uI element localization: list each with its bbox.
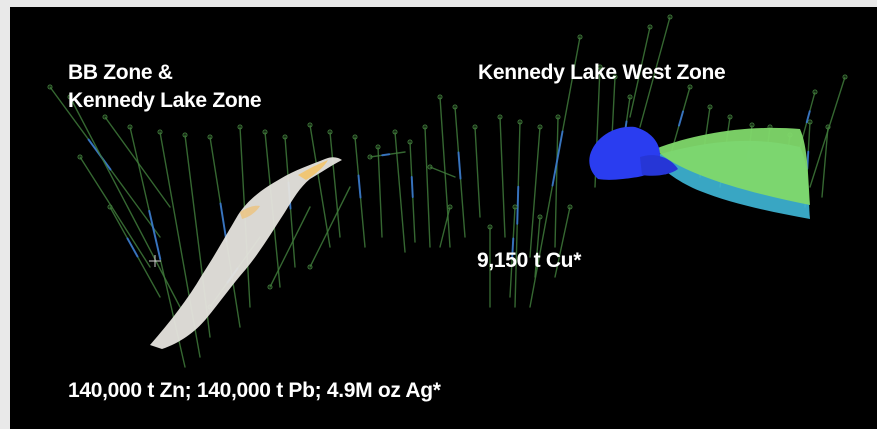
drill-hole-collar xyxy=(207,134,213,140)
drill-hole-trace xyxy=(424,126,431,248)
drill-hole-collar xyxy=(577,34,583,40)
drill-hole-collar xyxy=(327,129,333,135)
drill-hole-collar xyxy=(375,144,381,150)
drill-hole-trace xyxy=(309,124,331,248)
drill-hole-trace xyxy=(309,186,351,268)
drill-hole-assay-interval xyxy=(678,110,684,127)
drill-hole-collar xyxy=(47,84,53,90)
drill-hole-collar xyxy=(517,119,523,125)
drill-hole-trace xyxy=(499,116,506,238)
drill-hole-collar xyxy=(282,134,288,140)
drill-hole-collar xyxy=(392,129,398,135)
drill-hole-assay-interval xyxy=(381,153,391,157)
drill-hole-collar xyxy=(472,124,478,130)
drill-hole-collar xyxy=(555,114,561,120)
drill-hole-trace xyxy=(821,126,829,198)
drill-hole-collar xyxy=(647,24,653,30)
drill-hole-collar xyxy=(67,94,73,100)
drill-hole-trace xyxy=(529,126,541,258)
drill-hole-trace xyxy=(329,131,341,238)
drill-hole-assay-interval xyxy=(516,185,520,225)
drill-hole-collar xyxy=(667,14,673,20)
drill-hole-trace xyxy=(629,26,651,118)
drill-hole-collar xyxy=(597,64,603,70)
drill-hole-trace xyxy=(474,126,481,218)
drill-hole-assay-interval xyxy=(126,237,139,258)
3d-model-view: BB Zone & Kennedy Lake Zone Kennedy Lake… xyxy=(10,7,877,429)
drill-hole-trace xyxy=(534,216,541,278)
drill-hole-collar xyxy=(157,129,163,135)
drill-hole-trace xyxy=(439,96,451,248)
drill-hole-collar xyxy=(567,204,573,210)
zinc-lead-silver-resource-label: 140,000 t Zn; 140,000 t Pb; 4.9M oz Ag* xyxy=(68,379,441,402)
drill-hole-collar xyxy=(262,129,268,135)
drill-hole-assay-interval xyxy=(511,237,515,258)
drill-hole-assay-interval xyxy=(551,130,564,187)
drill-hole-collar xyxy=(77,154,83,160)
drill-hole-collar xyxy=(727,114,733,120)
crosshair-marker xyxy=(149,255,161,267)
drill-hole-assay-interval xyxy=(219,202,228,243)
drill-hole-collar xyxy=(812,89,818,95)
drill-hole-trace xyxy=(394,131,406,253)
drill-hole-trace xyxy=(809,76,846,188)
drill-hole-trace xyxy=(439,206,451,248)
drill-hole-collar xyxy=(537,214,543,220)
drill-hole-collar xyxy=(807,119,813,125)
drill-hole-assay-interval xyxy=(410,176,414,198)
west-zone-label: Kennedy Lake West Zone xyxy=(478,61,726,84)
drill-hole-collar xyxy=(612,74,618,80)
drill-hole-collar xyxy=(352,134,358,140)
drill-hole-trace xyxy=(79,156,151,268)
drill-hole-collar xyxy=(127,124,133,130)
drill-hole-collar xyxy=(407,139,413,145)
model-scene xyxy=(47,14,848,368)
drill-hole-collar xyxy=(842,74,848,80)
drill-hole-trace xyxy=(639,16,671,128)
drill-hole-assay-interval xyxy=(148,210,162,260)
bb-zone-label-line2: Kennedy Lake Zone xyxy=(68,89,262,112)
drill-hole-assay-interval xyxy=(805,110,811,124)
drill-hole-collar xyxy=(512,204,518,210)
drill-hole-assay-interval xyxy=(457,151,462,180)
drill-hole-trace xyxy=(554,206,571,278)
drill-hole-assay-interval xyxy=(357,174,362,199)
drill-hole-trace xyxy=(269,206,311,288)
drill-hole-collar xyxy=(182,132,188,138)
drill-hole-collar xyxy=(422,124,428,130)
drill-hole-collar xyxy=(687,84,693,90)
drill-hole-collar xyxy=(749,122,755,128)
copper-resource-label: 9,150 t Cu* xyxy=(477,249,582,272)
drill-hole-collar xyxy=(307,264,313,270)
drill-hole-collar xyxy=(102,114,108,120)
drill-hole-collar xyxy=(367,154,373,160)
bb-zone-orebody xyxy=(150,157,342,349)
bb-zone-label-line1: BB Zone & xyxy=(68,61,173,84)
drill-hole-collar xyxy=(267,284,273,290)
drill-hole-trace xyxy=(377,146,383,238)
drill-hole-collar xyxy=(627,94,633,100)
drill-hole-collar xyxy=(707,104,713,110)
drill-hole-collar xyxy=(487,224,493,230)
drill-hole-collar xyxy=(497,114,503,120)
drill-hole-collar xyxy=(307,122,313,128)
drill-hole-collar xyxy=(427,164,433,170)
drill-hole-collar xyxy=(537,124,543,130)
drill-hole-trace xyxy=(554,116,559,248)
drill-hole-collar xyxy=(237,124,243,130)
drill-hole-trace xyxy=(69,96,181,308)
drill-hole-collar xyxy=(452,104,458,110)
west-zone-orebodies xyxy=(589,126,810,219)
drill-hole-trace xyxy=(429,166,456,178)
drill-hole-collar xyxy=(437,94,443,100)
drill-hole-collar xyxy=(447,204,453,210)
